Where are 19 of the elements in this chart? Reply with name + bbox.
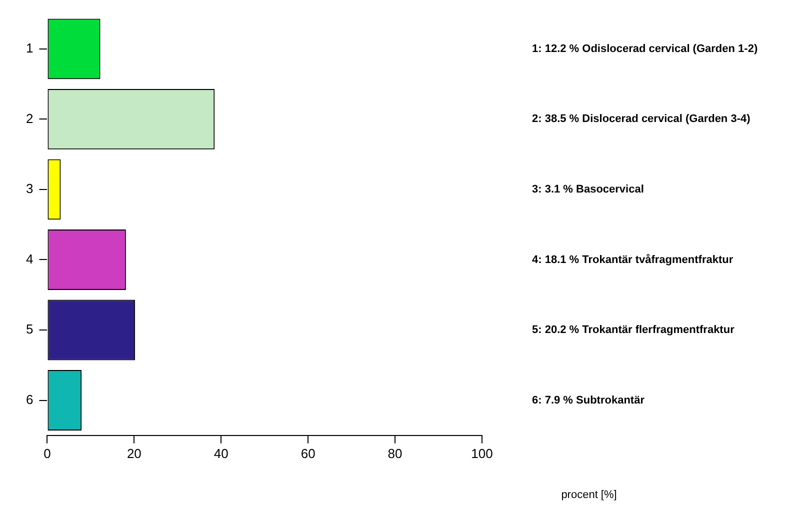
y-tick-label: 2 [26,110,34,126]
text: 6: 7.9 % Subtrokantär [532,394,646,406]
text: 2: 38.5 % Dislocerad cervical (Garden 3-4) [532,113,751,126]
y-tick-label: 4 [26,251,34,266]
y-tick-label: 6 [26,392,34,407]
text: 5: 20.2 % Trokantär flerfragmentfraktur [532,324,736,336]
y-tick-label: 3 [26,181,34,196]
x-tick-label: 100 [471,446,493,461]
x-tick-label: 60 [300,446,316,461]
x-tick-label: 0 [44,446,51,461]
y-tick-label: 5 [26,322,34,337]
text: procent [%] [561,489,617,502]
x-tick-label: 80 [388,446,402,461]
text: 3: 3.1 % Basocervical [532,184,644,196]
x-tick-label: 40 [214,446,228,461]
x-tick-label: 20 [126,446,142,461]
text: 4: 18.1 % Trokantär tvåfragmentfraktur [532,252,734,266]
text: 1: 12.2 % Odislocerad cervical (Garden 1-2) [532,42,758,55]
y-tick-label: 1 [26,40,34,56]
